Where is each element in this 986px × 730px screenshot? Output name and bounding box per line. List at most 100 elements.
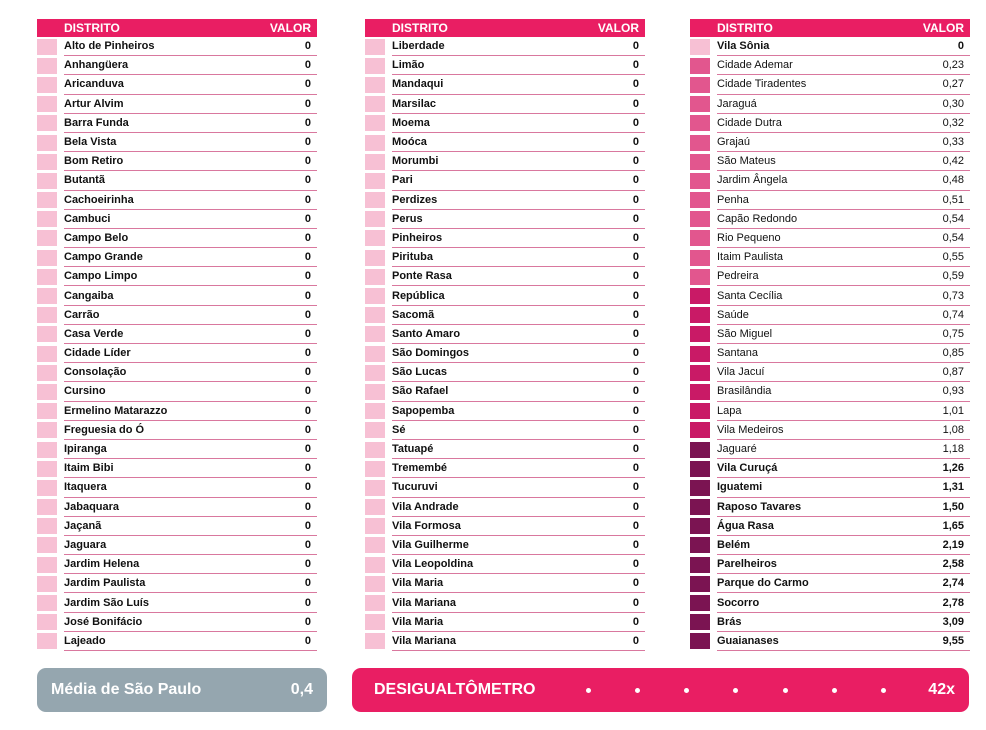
color-swatch [37, 556, 57, 573]
table-row: Bela Vista 0 [37, 133, 317, 153]
color-swatch [365, 614, 385, 631]
district-name: Vila Medeiros [717, 423, 784, 436]
table-row: Lajeado 0 [37, 632, 317, 651]
district-value: 0,74 [942, 308, 964, 321]
district-value: 0 [304, 40, 311, 53]
color-swatch [690, 499, 710, 516]
district-value: 0 [632, 40, 639, 53]
table-row: Vila Mariana 0 [365, 593, 645, 613]
table-row: Cidade Dutra 0,32 [690, 114, 970, 133]
district-value: 0 [632, 116, 639, 129]
color-swatch [690, 211, 710, 228]
table-row: Mandaqui 0 [365, 75, 645, 95]
district-name: Vila Guilherme [392, 538, 469, 551]
district-name: Campo Belo [64, 231, 129, 244]
table-header: DISTRITO VALOR [37, 19, 317, 37]
table-row: Parelheiros 2,58 [690, 555, 970, 575]
color-swatch [37, 57, 57, 74]
district-name: Jardim São Luís [64, 596, 149, 609]
color-swatch [690, 172, 710, 189]
color-swatch [690, 422, 710, 439]
district-value: 0,59 [942, 270, 964, 283]
table-row: Cidade Ademar 0,23 [690, 56, 970, 76]
district-value: 0 [632, 443, 639, 456]
color-swatch [690, 614, 710, 631]
table-row: Vila Jacuí 0,87 [690, 363, 970, 383]
district-name: Santa Cecília [717, 289, 783, 302]
desigualtometro-value: 42x [928, 681, 955, 698]
district-name: Vila Mariana [392, 634, 456, 647]
district-value: 0 [632, 558, 639, 571]
header-value: VALOR [922, 21, 964, 35]
district-value: 0 [632, 97, 639, 110]
district-name: Tucuruvi [392, 481, 438, 494]
district-name: Itaquera [64, 481, 107, 494]
color-swatch [365, 595, 385, 612]
color-swatch [365, 134, 385, 151]
district-name: Ipiranga [64, 443, 107, 456]
table-row: Vila Curuçá 1,26 [690, 459, 970, 479]
district-name: Moema [392, 116, 430, 129]
district-name: Mandaqui [392, 78, 444, 91]
district-value: 0 [304, 500, 311, 513]
district-name: Vila Leopoldina [392, 558, 474, 571]
district-name: Cidade Dutra [717, 116, 782, 129]
district-value: 0 [304, 558, 311, 571]
color-swatch [690, 479, 710, 496]
district-value: 0 [632, 366, 639, 379]
table-row: Cidade Líder 0 [37, 344, 317, 364]
header-value: VALOR [269, 21, 311, 35]
color-swatch [365, 211, 385, 228]
table-row: Jardim Helena 0 [37, 555, 317, 575]
district-name: São Miguel [717, 327, 773, 340]
color-swatch [365, 57, 385, 74]
table-row: Vila Sônia 0 [690, 37, 970, 57]
color-swatch [365, 556, 385, 573]
table-row: São Miguel 0,75 [690, 325, 970, 344]
table-header: DISTRITO VALOR [690, 19, 970, 37]
district-value: 1,18 [942, 443, 964, 456]
district-value: 0,85 [942, 347, 964, 360]
district-value: 0 [304, 308, 311, 321]
district-name: Perdizes [392, 193, 438, 206]
table-row: Rio Pequeno 0,54 [690, 229, 970, 249]
district-name: Jardim Helena [64, 558, 140, 571]
table-row: Moema 0 [365, 114, 645, 133]
district-value: 0 [632, 270, 639, 283]
table-row: Limão 0 [365, 56, 645, 76]
table-row: Vila Mariana 0 [365, 632, 645, 651]
color-swatch [690, 518, 710, 535]
color-swatch [690, 403, 710, 420]
color-swatch [37, 575, 57, 592]
district-value: 0 [304, 212, 311, 225]
district-name: Grajaú [717, 136, 751, 149]
district-name: Liberdade [392, 40, 445, 53]
district-name: Brás [717, 615, 742, 628]
color-swatch [37, 288, 57, 305]
district-value: 0,93 [942, 385, 964, 398]
color-swatch [690, 288, 710, 305]
table-row: Saúde 0,74 [690, 306, 970, 325]
color-swatch [365, 518, 385, 535]
district-name: Parque do Carmo [717, 577, 809, 590]
district-name: Vila Maria [392, 615, 444, 628]
color-swatch [690, 230, 710, 247]
table-row: Guaianases 9,55 [690, 632, 970, 651]
table-row: Santo Amaro 0 [365, 325, 645, 344]
table-row: Anhangüera 0 [37, 56, 317, 76]
district-value: 0 [632, 174, 639, 187]
table-row: Consolação 0 [37, 363, 317, 383]
color-swatch [690, 134, 710, 151]
table-row: Sapopemba 0 [365, 402, 645, 421]
color-swatch [690, 595, 710, 612]
color-swatch [690, 38, 710, 55]
district-name: Vila Maria [392, 577, 444, 590]
district-value: 0 [304, 634, 311, 647]
color-swatch [37, 76, 57, 93]
district-value: 0 [632, 136, 639, 149]
color-swatch [37, 518, 57, 535]
district-name: Belém [717, 538, 751, 551]
district-name: Campo Limpo [64, 270, 138, 283]
color-swatch [365, 633, 385, 650]
table-row: Jaguaré 1,18 [690, 440, 970, 460]
